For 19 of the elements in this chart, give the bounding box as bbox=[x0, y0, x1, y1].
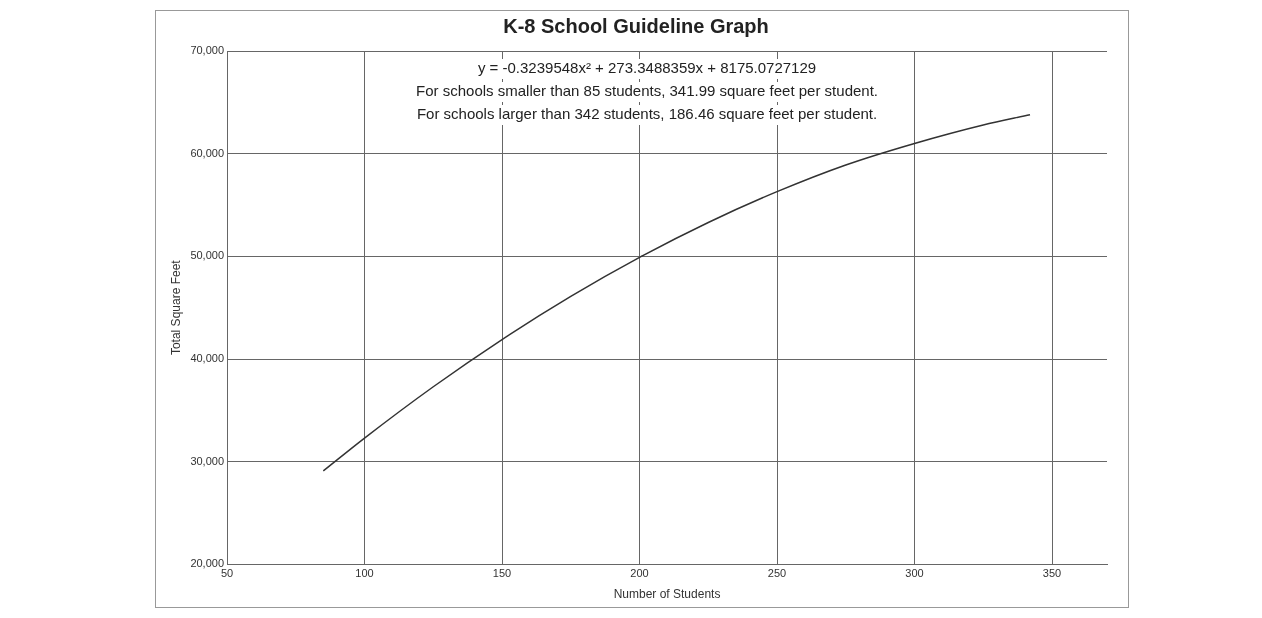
y-tick-label: 70,000 bbox=[190, 44, 225, 57]
y-axis-title: Total Square Feet bbox=[168, 259, 183, 356]
x-axis-title: Number of Students bbox=[613, 587, 721, 602]
y-tick-label: 40,000 bbox=[190, 352, 225, 365]
annotation: y = -0.3239548x² + 273.3488359x + 8175.0727129 bbox=[477, 59, 817, 77]
x-tick-label: 50 bbox=[220, 567, 234, 580]
x-tick-label: 300 bbox=[905, 567, 924, 580]
y-tick-label: 50,000 bbox=[190, 249, 225, 262]
y-tick-label: 20,000 bbox=[190, 557, 225, 570]
y-tick-label: 30,000 bbox=[190, 454, 225, 467]
chart-title: K-8 School Guideline Graph bbox=[503, 14, 769, 37]
x-tick-label: 350 bbox=[1042, 567, 1062, 580]
y-tick-label: 60,000 bbox=[190, 146, 225, 159]
annotation: For schools larger than 342 students, 186.46 square feet per student. bbox=[416, 105, 878, 123]
x-tick-label: 250 bbox=[767, 567, 787, 580]
x-tick-label: 200 bbox=[630, 567, 649, 580]
x-tick-label: 150 bbox=[492, 567, 512, 580]
x-tick-label: 100 bbox=[355, 567, 374, 580]
annotation: For schools smaller than 85 students, 341.99 square feet per student. bbox=[416, 82, 878, 100]
